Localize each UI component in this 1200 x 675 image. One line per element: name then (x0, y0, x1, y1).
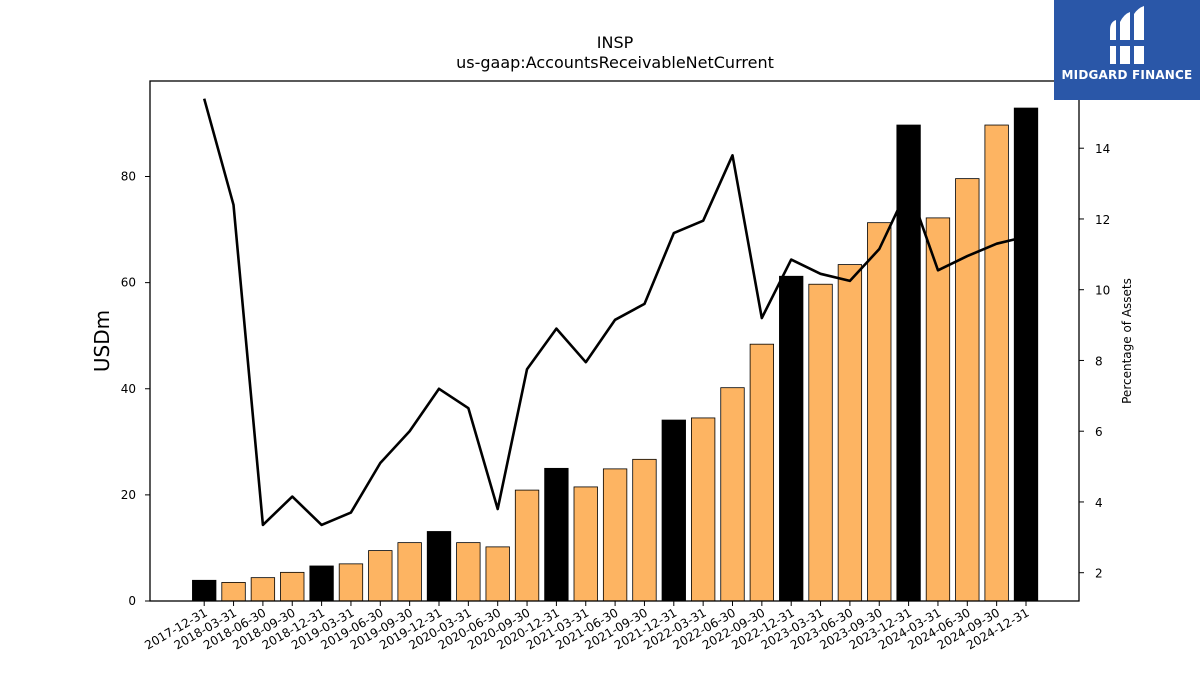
bar-2020-09-30 (514, 489, 540, 602)
bar-2020-12-31 (544, 467, 569, 602)
bar-2018-06-30 (250, 577, 276, 602)
bar-2024-03-31 (925, 217, 951, 602)
y-tick-label: 60 (121, 276, 136, 290)
y2-tick-label: 10 (1095, 284, 1110, 298)
left-axis-ticks: 0 20 40 60 80 (121, 170, 150, 608)
bar-2019-03-31 (338, 563, 364, 602)
y2-tick-label: 6 (1095, 425, 1103, 439)
y2-axis-label: Percentage of Assets (1120, 278, 1134, 404)
bar-2020-03-31 (456, 542, 481, 602)
y-tick-label: 80 (121, 170, 136, 184)
plot-frame (149, 80, 1080, 602)
bar-2017-12-31 (192, 579, 217, 602)
bar-2021-06-30 (602, 468, 628, 602)
bar-2018-03-31 (221, 582, 246, 602)
x-axis-ticks: 2017-12-312018-03-312018-06-302018-09-30… (142, 601, 1032, 652)
bar-2024-12-31 (1013, 107, 1039, 602)
bar-2022-06-30 (720, 387, 745, 602)
bar-2018-09-30 (280, 571, 305, 602)
right-axis-ticks: 2 4 6 8 10 12 14 (1079, 142, 1110, 581)
y2-tick-label: 8 (1095, 354, 1103, 368)
bar-2018-12-31 (309, 565, 334, 602)
percentage-line (202, 98, 1027, 527)
bar-2024-09-30 (984, 124, 1009, 602)
bar-2019-09-30 (397, 542, 422, 602)
y2-tick-label: 4 (1095, 496, 1103, 510)
bar-2020-06-30 (485, 546, 510, 602)
bar-2023-03-31 (808, 283, 833, 602)
y-tick-label: 40 (121, 382, 136, 396)
bar-2022-03-31 (691, 417, 716, 602)
line-series (202, 98, 1027, 527)
y-tick-label: 20 (121, 488, 136, 502)
bar-2022-12-31 (779, 275, 804, 602)
y-axis-label: USDm (90, 310, 114, 372)
y2-tick-label: 14 (1095, 142, 1110, 156)
midgard-finance-logo: MIDGARD FINANCE (1054, 0, 1200, 100)
bar-2024-06-30 (955, 178, 980, 602)
bar-2021-12-31 (661, 419, 686, 602)
y2-tick-label: 12 (1095, 213, 1110, 227)
bar-2019-06-30 (368, 550, 393, 602)
bar-2023-06-30 (837, 264, 863, 602)
y-tick-label: 0 (128, 594, 136, 608)
bar-series (192, 107, 1039, 602)
bar-2021-09-30 (632, 458, 657, 602)
bar-2019-12-31 (426, 531, 452, 602)
y2-tick-label: 2 (1095, 567, 1103, 581)
logo-text: MIDGARD FINANCE (1061, 68, 1193, 82)
bar-2021-03-31 (573, 486, 598, 602)
bar-2022-09-30 (749, 343, 774, 602)
chart-title: INSP (597, 33, 634, 52)
bar-2023-12-31 (896, 124, 921, 602)
chart-subtitle: us-gaap:AccountsReceivableNetCurrent (456, 53, 774, 72)
bar-2023-09-30 (867, 222, 892, 602)
logo-mark-icon (1110, 6, 1144, 64)
